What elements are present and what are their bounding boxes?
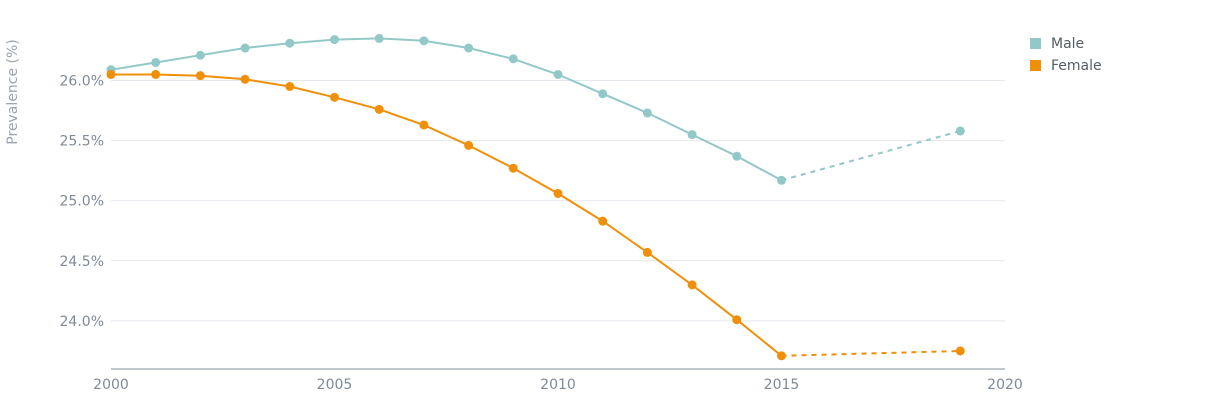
legend-label: Female [1051,58,1102,74]
data-point-male[interactable] [687,130,697,140]
projection-line-male [781,130,961,182]
data-point-female[interactable] [330,92,339,102]
data-point-male[interactable] [642,108,652,118]
legend[interactable]: Male Female [1030,36,1102,74]
data-point-female[interactable] [151,69,161,79]
x-tick-label: 2020 [987,377,1023,393]
data-point-male[interactable] [598,89,608,99]
legend-swatch [1030,60,1041,71]
grid-lines [111,79,1005,322]
x-tick-label: 2000 [93,377,129,393]
projection-line-female [781,350,961,357]
data-point-female[interactable] [732,315,742,325]
y-tick-label: 24.5% [60,254,104,270]
data-point-male[interactable] [777,175,786,185]
series-line-female [111,73,783,357]
y-tick-label: 25.5% [60,134,104,150]
series-female [106,69,965,361]
series-layer [106,33,965,361]
data-point-female[interactable] [777,351,786,361]
y-axis-label: Prevalence (%) [5,39,21,145]
y-tick-label: 24.0% [60,314,104,330]
data-point-female[interactable] [106,69,116,79]
data-point-female[interactable] [642,247,652,257]
legend-swatch [1030,38,1041,49]
data-point-female[interactable] [508,163,518,173]
data-point-female[interactable] [598,216,608,226]
x-axis-ticks: 2000 2005 2010 2015 2020 [93,377,1023,393]
projection-point-male[interactable] [955,126,965,136]
data-point-male[interactable] [195,50,205,60]
data-point-male[interactable] [732,151,742,161]
data-point-male[interactable] [508,54,518,64]
x-tick-label: 2015 [764,377,800,393]
series-male [106,33,965,185]
y-axis-ticks: 24.0% 24.5% 25.0% 25.5% 26.0% [60,73,104,329]
data-point-female[interactable] [240,74,250,84]
data-point-male[interactable] [285,38,295,48]
data-point-female[interactable] [464,140,474,150]
legend-label: Male [1051,36,1084,52]
projection-point-female[interactable] [955,346,965,356]
data-point-male[interactable] [553,69,563,79]
data-point-female[interactable] [687,280,697,290]
series-line-male [110,37,782,182]
data-point-female[interactable] [285,82,295,91]
data-point-male[interactable] [151,57,161,67]
data-point-male[interactable] [419,36,429,46]
legend-item-male[interactable]: Male [1030,36,1084,52]
y-tick-label: 26.0% [60,73,104,89]
x-tick-label: 2005 [317,377,353,393]
data-point-female[interactable] [195,71,205,81]
data-point-female[interactable] [374,104,384,114]
data-point-male[interactable] [240,43,250,53]
data-point-male[interactable] [464,43,474,53]
data-point-female[interactable] [419,120,429,130]
legend-item-female[interactable]: Female [1030,58,1102,74]
data-point-male[interactable] [374,33,384,43]
data-point-female[interactable] [553,188,563,198]
y-tick-label: 25.0% [60,194,104,210]
data-point-male[interactable] [330,35,339,45]
x-tick-label: 2010 [540,377,576,393]
